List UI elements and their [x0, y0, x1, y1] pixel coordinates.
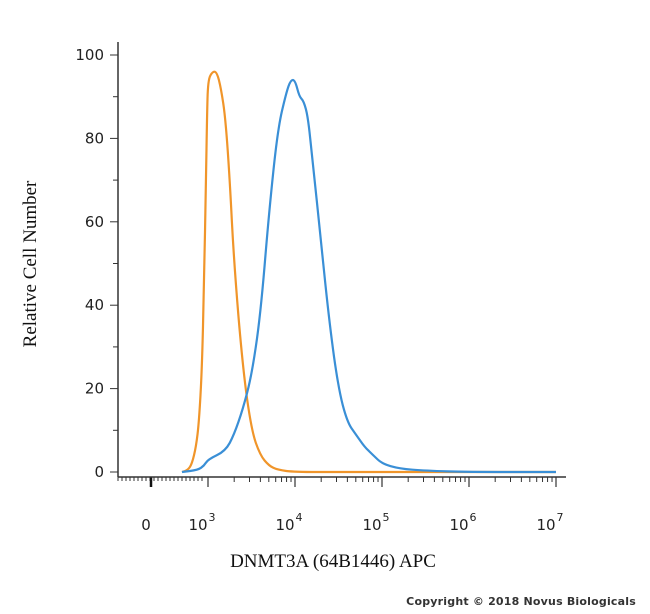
y-axis-title: Relative Cell Number: [20, 180, 41, 347]
y-tick-label: 40: [85, 296, 104, 314]
x-tick-label: 106: [449, 511, 476, 534]
x-tick-label: 0: [141, 516, 151, 534]
x-tick-label: 105: [362, 511, 389, 534]
y-tick-label: 20: [85, 380, 104, 398]
orange-histogram-line: [181, 70, 556, 474]
y-axis-ticks: 0 20 40 60 80 100: [75, 46, 118, 481]
y-tick-label: 100: [75, 46, 104, 64]
blue-histogram-line: [181, 78, 556, 474]
x-axis-ticks: 0 103 104 105 106 107: [117, 477, 564, 534]
x-axis-title: DNMT3A (64B1446) APC: [230, 551, 436, 572]
y-tick-label: 80: [85, 129, 104, 147]
histogram-series: [181, 70, 556, 474]
x-tick-label: 103: [188, 511, 215, 534]
y-tick-label: 0: [94, 463, 104, 481]
x-tick-label: 104: [275, 511, 302, 534]
copyright-notice: Copyright © 2018 Novus Biologicals: [406, 595, 636, 608]
y-tick-label: 60: [85, 213, 104, 231]
x-tick-label: 107: [536, 511, 563, 534]
